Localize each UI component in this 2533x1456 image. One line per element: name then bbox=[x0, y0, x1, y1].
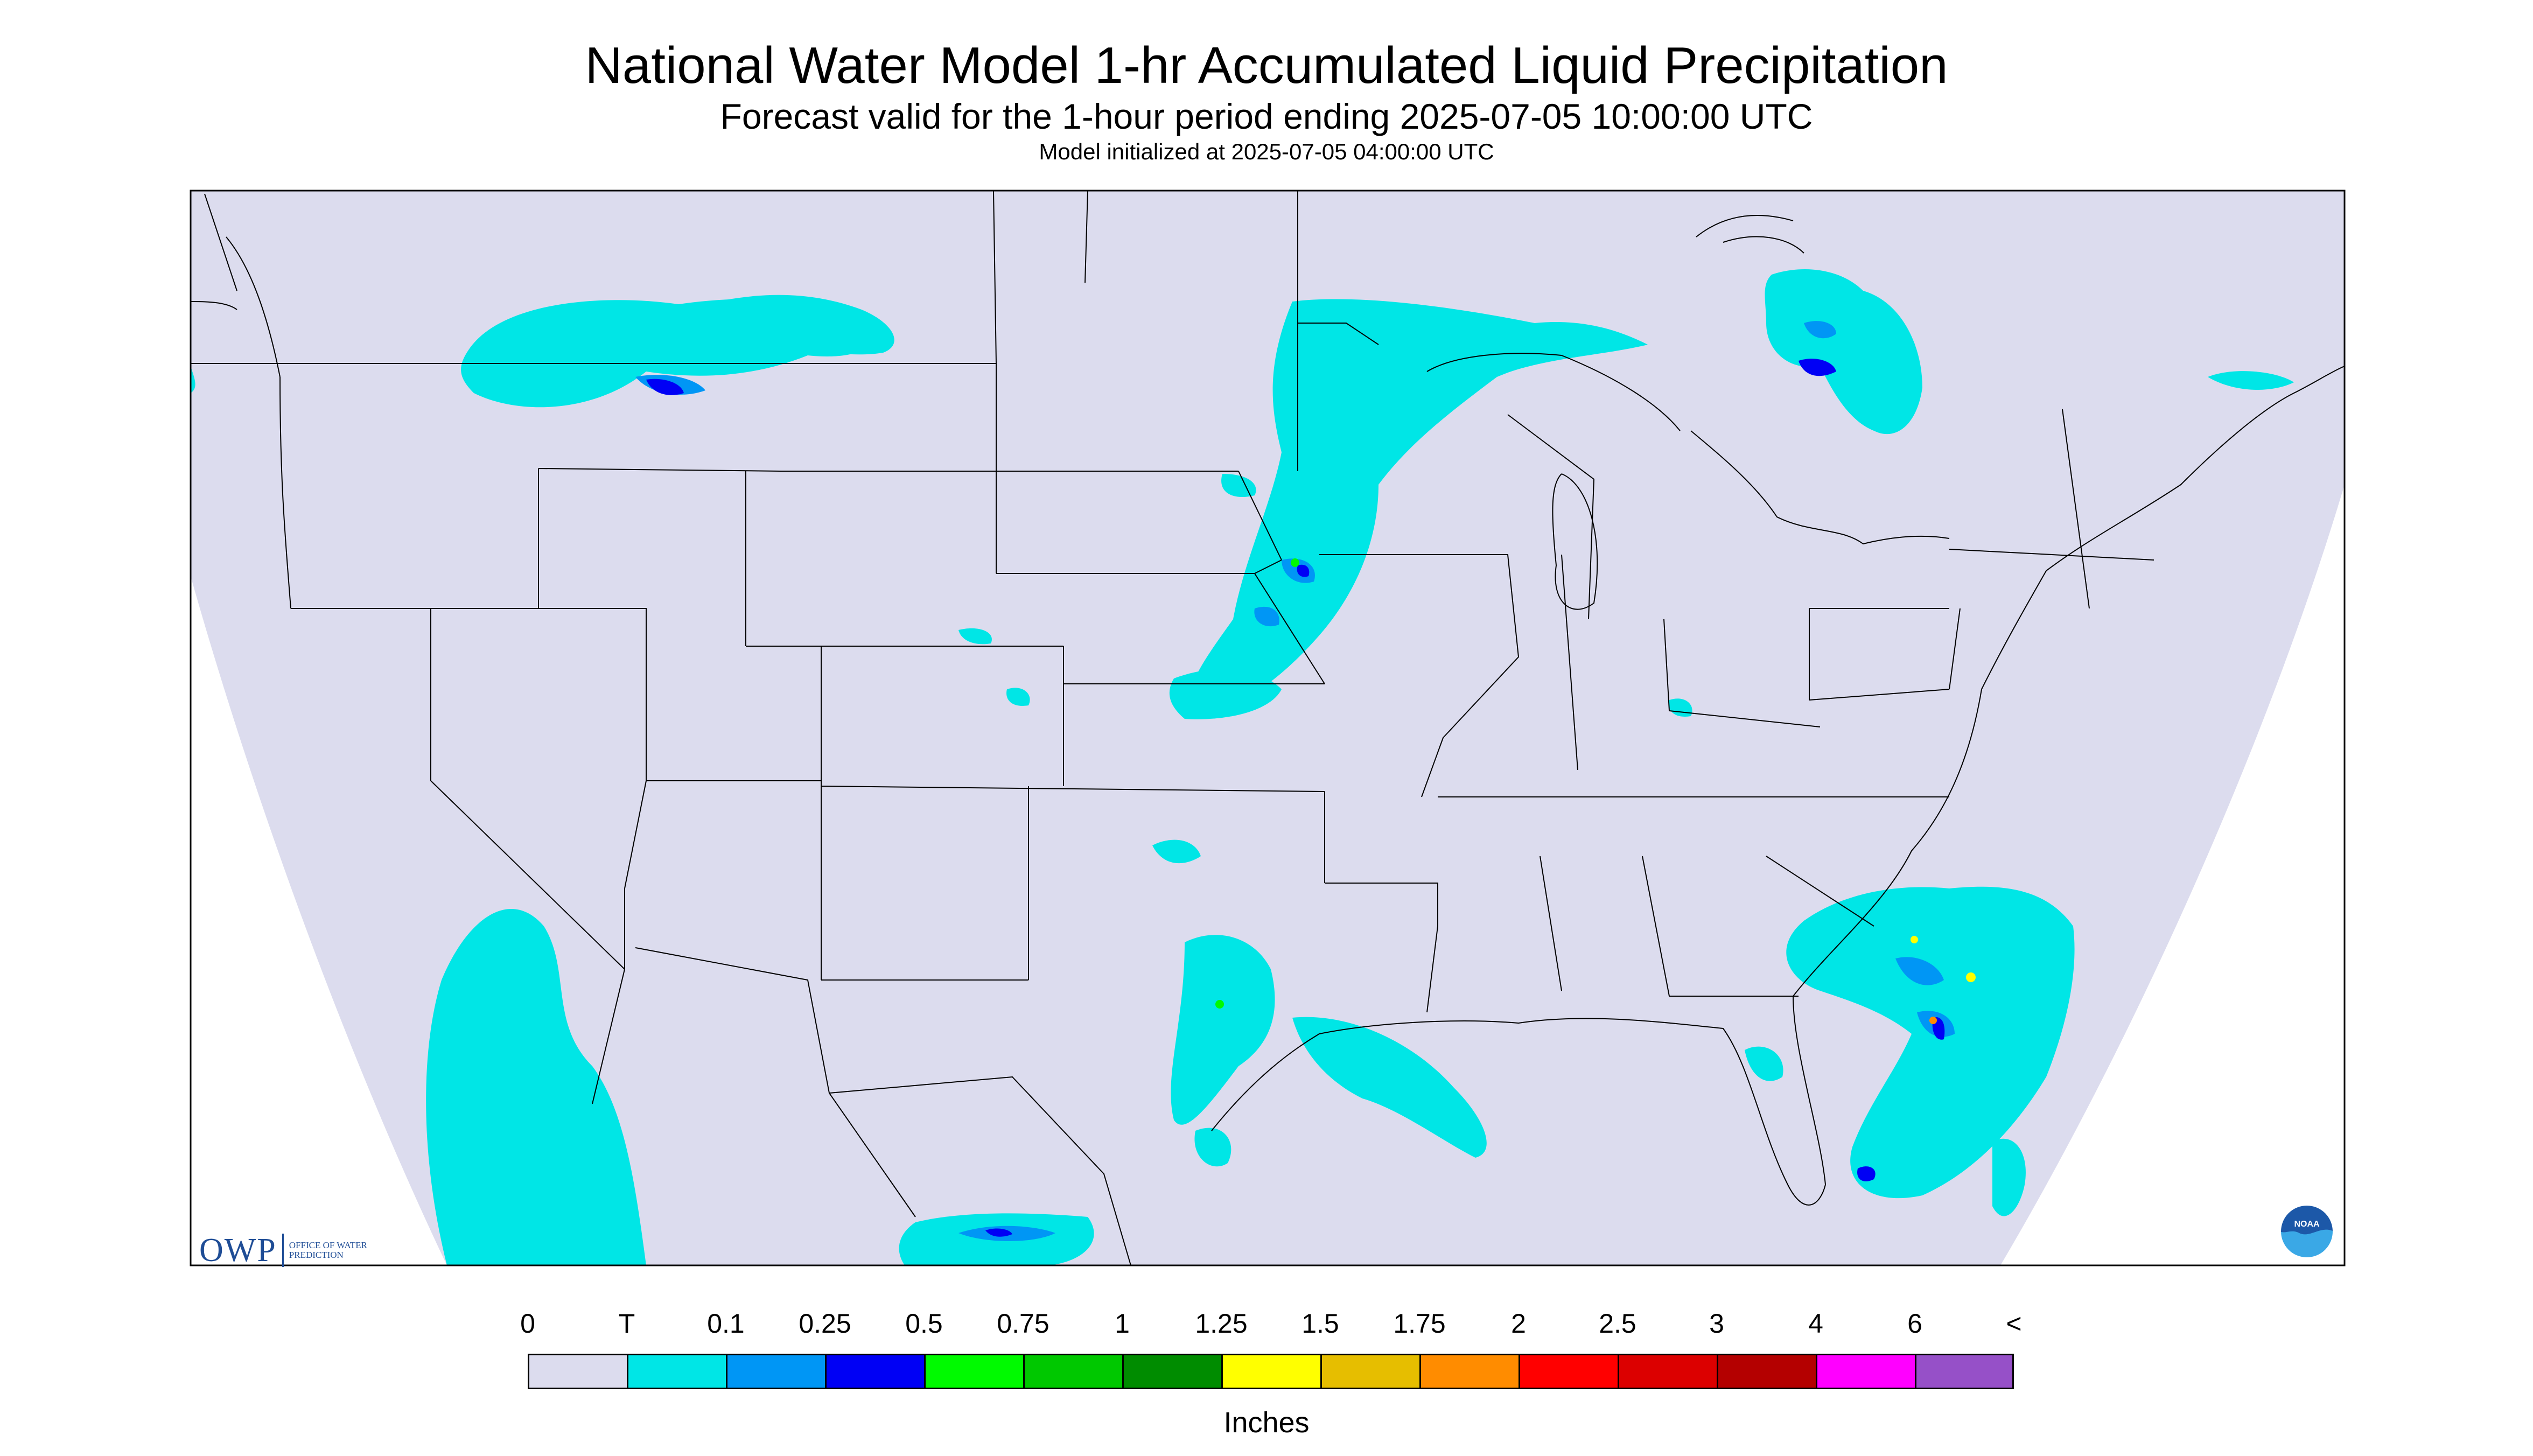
legend-tick-label: 0.25 bbox=[799, 1308, 851, 1339]
legend-swatch bbox=[528, 1354, 627, 1389]
owp-logo-mark: OWP bbox=[199, 1231, 277, 1269]
legend-swatch bbox=[1419, 1354, 1519, 1389]
owp-logo-text: Office of Water Prediction bbox=[289, 1240, 367, 1260]
legend-swatch bbox=[1519, 1354, 1618, 1389]
noaa-logo-icon: NOAA bbox=[2279, 1203, 2335, 1259]
legend-tick-label: 6 bbox=[1907, 1308, 1922, 1339]
legend-swatch bbox=[1915, 1354, 2014, 1389]
owp-logo: OWP Office of Water Prediction bbox=[199, 1229, 375, 1272]
legend-tick-label: 3 bbox=[1709, 1308, 1724, 1339]
legend-tick-label: 0.1 bbox=[707, 1308, 745, 1339]
legend-swatch bbox=[726, 1354, 825, 1389]
legend-swatch bbox=[1320, 1354, 1419, 1389]
legend-tick-label: < bbox=[2006, 1308, 2022, 1339]
precip-cell-orange bbox=[1929, 1017, 1937, 1024]
legend-swatch bbox=[924, 1354, 1023, 1389]
precip-heavy-cells bbox=[1215, 558, 1976, 1024]
legend-tick-label: 1.25 bbox=[1195, 1308, 1248, 1339]
legend-swatch bbox=[1023, 1354, 1122, 1389]
precip-trace-areas bbox=[191, 269, 2294, 1265]
legend-swatch bbox=[1816, 1354, 1915, 1389]
legend-tick-label: T bbox=[618, 1308, 635, 1339]
legend-swatch bbox=[1717, 1354, 1816, 1389]
legend-tick-label: 1.75 bbox=[1393, 1308, 1446, 1339]
legend-tick-label: 0.5 bbox=[905, 1308, 943, 1339]
owp-logo-divider bbox=[282, 1234, 284, 1267]
legend-unit-label: Inches bbox=[1223, 1406, 1310, 1439]
legend-tick-label: 4 bbox=[1808, 1308, 1823, 1339]
precip-0.25-areas bbox=[646, 359, 1945, 1237]
legend-tick-label: 2 bbox=[1511, 1308, 1526, 1339]
precip-cell-green bbox=[1215, 1000, 1224, 1009]
legend-tick-label: 0 bbox=[520, 1308, 535, 1339]
noaa-logo-text: NOAA bbox=[2294, 1220, 2320, 1229]
legend-swatch bbox=[1618, 1354, 1717, 1389]
legend-tick-label: 0.75 bbox=[997, 1308, 1049, 1339]
political-boundaries bbox=[191, 191, 2345, 1265]
precip-cell-yellow bbox=[1966, 972, 1976, 982]
legend-tick-label: 1.5 bbox=[1302, 1308, 1339, 1339]
precip-cell-green bbox=[1291, 558, 1299, 567]
map-title: National Water Model 1-hr Accumulated Li… bbox=[585, 37, 1948, 94]
map-frame bbox=[190, 190, 2346, 1266]
legend-tick-label: 1 bbox=[1115, 1308, 1130, 1339]
legend-swatch bbox=[1122, 1354, 1221, 1389]
legend-swatch bbox=[825, 1354, 924, 1389]
legend-tick-label: 2.5 bbox=[1599, 1308, 1636, 1339]
map-domain bbox=[191, 191, 2345, 1265]
map-subtitle: Forecast valid for the 1-hour period end… bbox=[720, 96, 1813, 136]
model-init-label: Model initialized at 2025-07-05 04:00:00… bbox=[1039, 139, 1494, 164]
precip-cell-yellow bbox=[1911, 936, 1918, 943]
legend-swatch bbox=[627, 1354, 726, 1389]
legend-swatch bbox=[1221, 1354, 1320, 1389]
